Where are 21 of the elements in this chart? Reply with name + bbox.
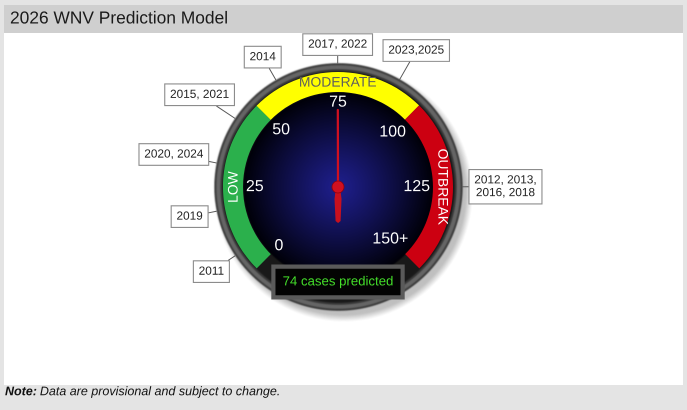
- text: 2019: [177, 211, 202, 220]
- text: 75: [330, 96, 346, 107]
- text: 2017, 2022: [308, 39, 367, 50]
- text: 100: [380, 125, 406, 137]
- text: 2015, 2021: [170, 90, 229, 100]
- chart-title: 2026 WNV Prediction Model: [10, 10, 227, 24]
- text: 0: [275, 239, 283, 250]
- slice-label: MODERATE: [300, 76, 376, 87]
- text: Note: Data are provisional and subject to change.: [5, 386, 279, 398]
- slice-label: OUTBREAK: [438, 149, 448, 225]
- text: 125: [404, 180, 430, 192]
- text: 2014: [250, 52, 276, 60]
- text: 2011: [199, 266, 224, 275]
- text: 2023,2025: [388, 45, 444, 56]
- slice-label: LOW: [228, 171, 238, 202]
- text: 2012, 2013, 2016, 2018: [474, 175, 536, 198]
- text: 74 cases predicted: [283, 276, 393, 288]
- text: 50: [272, 123, 290, 134]
- text: 150+: [374, 232, 408, 244]
- text: 2020, 2024: [144, 149, 204, 160]
- text: 25: [246, 180, 264, 192]
